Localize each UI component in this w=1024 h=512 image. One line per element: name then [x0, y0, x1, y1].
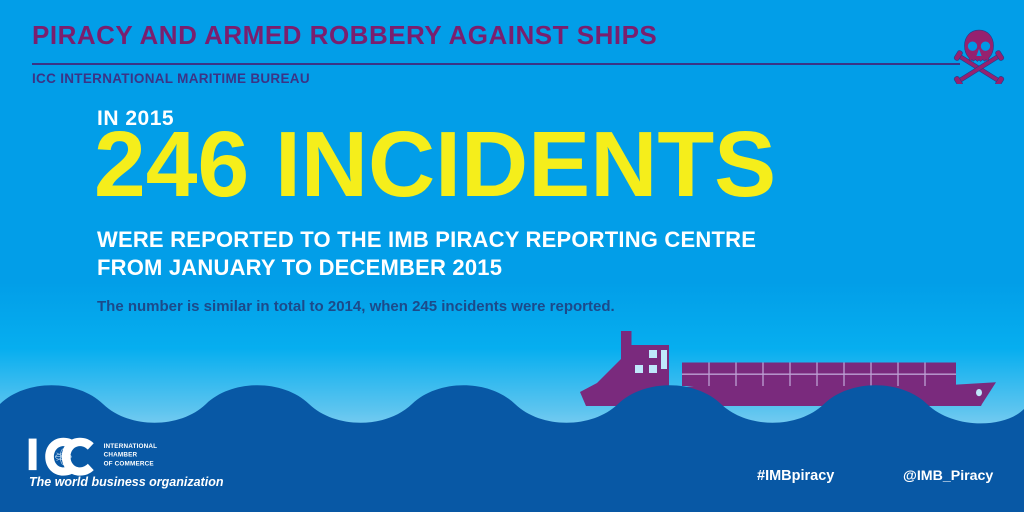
svg-text:INTERNATIONAL: INTERNATIONAL	[104, 443, 158, 450]
svg-text:OF COMMERCE: OF COMMERCE	[104, 460, 154, 467]
svg-text:CHAMBER: CHAMBER	[104, 452, 138, 459]
